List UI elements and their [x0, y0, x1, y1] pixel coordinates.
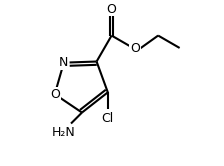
Text: O: O [50, 88, 60, 101]
Text: H₂N: H₂N [52, 126, 76, 139]
Text: N: N [59, 56, 69, 69]
Text: Cl: Cl [102, 112, 114, 125]
Text: O: O [130, 42, 140, 55]
Text: O: O [107, 3, 116, 16]
